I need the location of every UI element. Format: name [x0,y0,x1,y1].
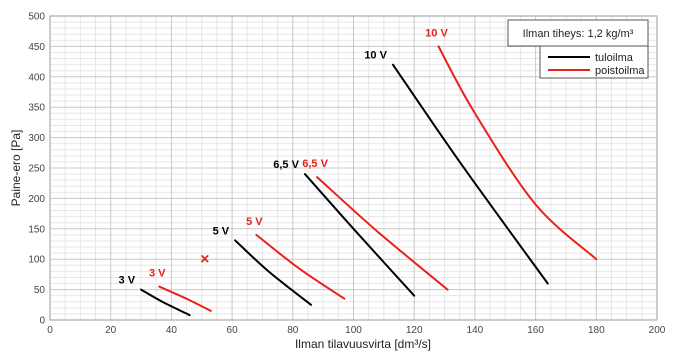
x-tick-label: 60 [227,325,239,336]
series-line-tuloilma [303,173,416,297]
legend-entries-box [539,45,649,79]
series-layer [140,45,598,317]
series-label-poistoilma: 6,5 V [302,158,328,170]
x-tick-label: 100 [345,325,362,336]
x-tick-label: 80 [287,325,299,336]
y-tick-label: 450 [28,42,45,53]
x-tick-label: 180 [588,325,605,336]
x-tick-label: 120 [406,325,423,336]
y-tick-label: 250 [28,164,45,175]
legend-label-tuloilma: tuloilma [595,52,634,64]
x-tick-label: 0 [47,325,53,336]
series-label-tuloilma: 3 V [119,275,136,287]
legend-density-box [507,19,649,47]
x-axis-label: Ilman tilavuusvirta [dm³/s] [295,337,431,351]
y-tick-label: 400 [28,72,45,83]
series-labels: 3 V 5 V 6,5 V 10 V 3 V 5 V 6,5 V 10 V [119,27,449,286]
annotations: × [200,251,209,268]
series-label-tuloilma: 10 V [364,50,387,62]
y-tick-label: 500 [28,12,45,23]
series-line-poistoilma [316,176,449,291]
series-label-tuloilma: 5 V [213,225,230,237]
y-tick-label: 300 [28,133,45,144]
marker-cross: × [200,251,209,268]
legend-density-note: Ilman tiheys: 1,2 kg/m³ [523,28,634,40]
series-line-poistoilma [255,233,346,300]
x-tick-label: 40 [166,325,178,336]
series-line-poistoilma [437,45,598,261]
series-line-tuloilma [140,288,191,317]
legend: Ilman tiheys: 1,2 kg/m³ tuloilma poistoi… [507,19,649,79]
y-tick-label: 200 [28,194,45,205]
y-axis-label: Paine-ero [Pa] [9,130,23,207]
x-tick-label: 200 [649,325,666,336]
series-label-tuloilma: 6,5 V [273,159,299,171]
plot-frame [49,15,658,321]
series-line-tuloilma [234,239,313,306]
legend-label-poistoilma: poistoilma [595,65,645,77]
series-line-poistoilma [158,285,212,312]
y-tick-label: 0 [39,316,45,327]
x-tick-label: 140 [467,325,484,336]
x-tick-label: 160 [527,325,544,336]
y-tick-label: 150 [28,224,45,235]
y-tick-label: 350 [28,103,45,114]
series-line-tuloilma [391,63,549,285]
series-label-poistoilma: 5 V [246,216,263,228]
series-label-poistoilma: 10 V [425,27,448,39]
y-tick-labels: 0 50 100 150 200 250 300 350 400 450 500 [28,12,45,327]
x-tick-label: 20 [105,325,117,336]
y-tick-label: 100 [28,255,45,266]
series-label-poistoilma: 3 V [149,268,166,280]
y-tick-label: 50 [34,285,46,296]
x-tick-labels: 0 20 40 60 80 100 120 140 160 180 200 [47,325,666,336]
